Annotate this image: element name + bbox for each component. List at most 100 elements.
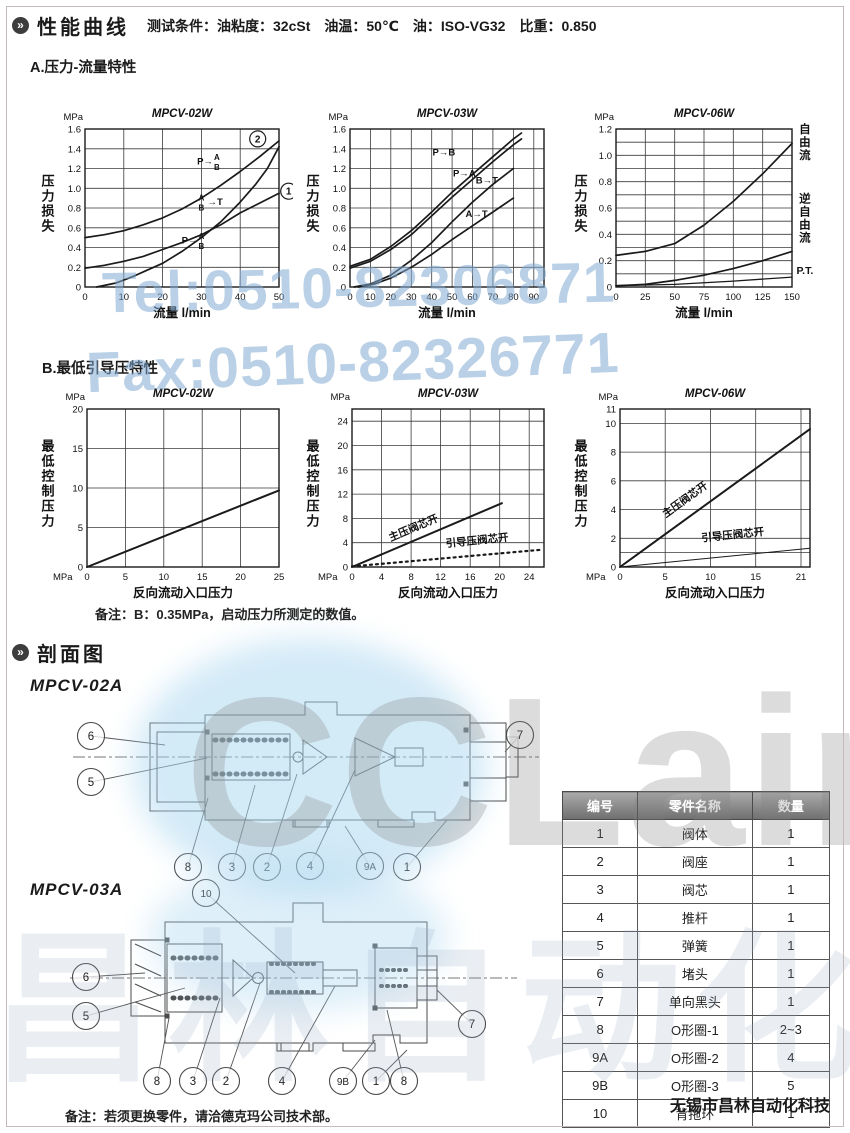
callout-leader xyxy=(309,769,356,867)
valve-cross-section-mpcv-02a: 6 5 8 3 2 4 9A 1 7 xyxy=(73,701,539,882)
svg-text:流量 l/min: 流量 l/min xyxy=(153,305,211,320)
svg-text:0: 0 xyxy=(349,572,354,583)
svg-text:10: 10 xyxy=(119,292,130,303)
svg-text:40: 40 xyxy=(235,292,246,303)
callout-4: 4 xyxy=(267,1066,297,1096)
table-cell: 1 xyxy=(751,959,831,988)
callout-8: 8 xyxy=(142,1066,172,1096)
callout-10: 10 xyxy=(191,878,221,908)
table-row: 2 阀座 1 xyxy=(561,847,831,876)
svg-text:12: 12 xyxy=(337,490,348,501)
table-cell: 9B xyxy=(561,1071,639,1100)
svg-text:20: 20 xyxy=(235,572,246,583)
svg-text:5: 5 xyxy=(663,572,668,583)
svg-text:20: 20 xyxy=(72,405,83,416)
svg-text:20: 20 xyxy=(494,572,505,583)
cross-section-header: » 剖面图 xyxy=(12,638,106,667)
svg-text:A: A xyxy=(214,153,220,162)
svg-text:2: 2 xyxy=(255,134,261,145)
svg-text:P→B: P→B xyxy=(433,148,456,159)
svg-text:10: 10 xyxy=(72,484,83,495)
svg-text:0.4: 0.4 xyxy=(333,243,346,254)
table-cell: 7 xyxy=(561,987,639,1016)
svg-text:4: 4 xyxy=(307,861,314,873)
svg-text:150: 150 xyxy=(784,292,800,303)
callout-leader xyxy=(225,982,261,1082)
svg-text:反向流动入口压力: 反向流动入口压力 xyxy=(398,585,498,600)
svg-text:0.2: 0.2 xyxy=(68,263,81,274)
svg-text:10: 10 xyxy=(605,419,616,430)
svg-text:9B: 9B xyxy=(337,1077,350,1088)
svg-text:25: 25 xyxy=(640,292,651,303)
chart-svg: MPCV-06W MPa MPa 最低控制压力 0 5 10 15 21 0 2 4 6 8 10 11 反向流… xyxy=(573,388,811,600)
table-cell: 堵头 xyxy=(637,959,753,988)
callout-1: 1 xyxy=(361,1066,391,1096)
svg-text:1.0: 1.0 xyxy=(333,184,346,195)
callout-5: 5 xyxy=(76,767,106,797)
chart-mpcv-02w-pressure-flow: MPCV-02W MPa 压力损失 0 10 20 30 40 50 0 0.2 0.4 0.6 0.8 1… xyxy=(35,103,298,336)
svg-text:70: 70 xyxy=(488,292,499,303)
svg-text:0.8: 0.8 xyxy=(333,204,346,215)
svg-text:8: 8 xyxy=(408,572,413,583)
svg-text:5: 5 xyxy=(123,572,128,583)
svg-text:0.8: 0.8 xyxy=(599,177,612,188)
table-header-row: 编号 零件名称 数量 xyxy=(561,791,831,820)
svg-text:75: 75 xyxy=(699,292,710,303)
svg-text:20: 20 xyxy=(157,292,168,303)
svg-text:80: 80 xyxy=(508,292,519,303)
col-header-number: 编号 xyxy=(561,791,639,820)
svg-text:MPCV-06W: MPCV-06W xyxy=(685,388,746,400)
table-cell: O形圈-2 xyxy=(637,1043,753,1072)
chart-svg: MPCV-06W MPa 压力损失 0 25 50 75 100 125 150 0 0.2 0.4 0.… xyxy=(574,108,813,320)
svg-text:0.8: 0.8 xyxy=(68,204,81,215)
valve-cross-section-mpcv-03a: 6 5 10 8 3 2 4 9B 1 8 7 xyxy=(70,878,517,1096)
table-cell: O形圈-3 xyxy=(637,1071,753,1100)
svg-text:15: 15 xyxy=(72,444,83,455)
svg-text:0.6: 0.6 xyxy=(333,223,346,234)
callout-9B: 9B xyxy=(328,1066,358,1096)
table-cell: 2 xyxy=(561,847,639,876)
table-cell: 推杆 xyxy=(637,903,753,932)
callout-5: 5 xyxy=(71,1001,101,1031)
svg-text:3: 3 xyxy=(229,862,235,874)
svg-text:6: 6 xyxy=(611,476,616,487)
table-cell: 2~3 xyxy=(751,1015,831,1044)
svg-text:B→T: B→T xyxy=(476,175,498,186)
svg-text:50: 50 xyxy=(669,292,680,303)
table-row: 1 阀体 1 xyxy=(561,819,831,848)
svg-text:B: B xyxy=(199,204,205,213)
svg-text:0: 0 xyxy=(84,572,89,583)
col-header-qty: 数量 xyxy=(751,791,831,820)
table-cell: 4 xyxy=(751,1043,831,1072)
svg-text:MPa: MPa xyxy=(594,112,614,123)
svg-text:0: 0 xyxy=(613,292,618,303)
svg-text:6: 6 xyxy=(83,972,89,984)
svg-text:2: 2 xyxy=(264,862,270,874)
table-cell: 阀体 xyxy=(637,819,753,848)
callout-leader xyxy=(192,997,221,1082)
svg-text:5: 5 xyxy=(88,777,94,789)
svg-text:0: 0 xyxy=(76,283,81,294)
svg-text:MPa: MPa xyxy=(598,392,618,403)
svg-text:MPa: MPa xyxy=(53,572,73,583)
parts-table-body: 1 阀体 1 2 阀座 1 3 阀芯 1 4 推杆 1 5 弹簧 1 6 堵头 1 7 单向黑头 1 8 O形圈-1 2~3 9… xyxy=(561,819,831,1128)
svg-text:自由流: 自由流 xyxy=(799,122,811,162)
svg-text:主压阀芯开: 主压阀芯开 xyxy=(660,479,711,521)
svg-text:1.2: 1.2 xyxy=(333,164,346,175)
chart-svg: MPCV-03W MPa MPa 最低控制压力 0 4 8 12 16 20 24 0 4 8 12 16 20… xyxy=(305,388,545,600)
svg-text:4: 4 xyxy=(279,1076,286,1088)
performance-header: » 性能曲线 测试条件：油粘度：32cSt 油温：50℃ 油：ISO-VG32 比重… xyxy=(12,11,597,40)
svg-text:MPa: MPa xyxy=(63,112,83,123)
svg-text:7: 7 xyxy=(469,1019,475,1031)
svg-text:反向流动入口压力: 反向流动入口压力 xyxy=(665,585,765,600)
table-cell: 8 xyxy=(561,1015,639,1044)
chart-mpcv-06w-pressure-flow: MPCV-06W MPa 压力损失 0 25 50 75 100 125 150 0 0.2 0.4 0.… xyxy=(568,103,830,336)
table-cell: O形圈-1 xyxy=(637,1015,753,1044)
svg-text:12: 12 xyxy=(435,572,446,583)
svg-text:0.4: 0.4 xyxy=(599,230,612,241)
table-cell: 5 xyxy=(751,1071,831,1100)
callout-8: 8 xyxy=(389,1066,419,1096)
svg-text:1.0: 1.0 xyxy=(68,184,81,195)
svg-text:反向流动入口压力: 反向流动入口压力 xyxy=(133,585,233,600)
svg-text:逆自由流: 逆自由流 xyxy=(799,192,811,245)
